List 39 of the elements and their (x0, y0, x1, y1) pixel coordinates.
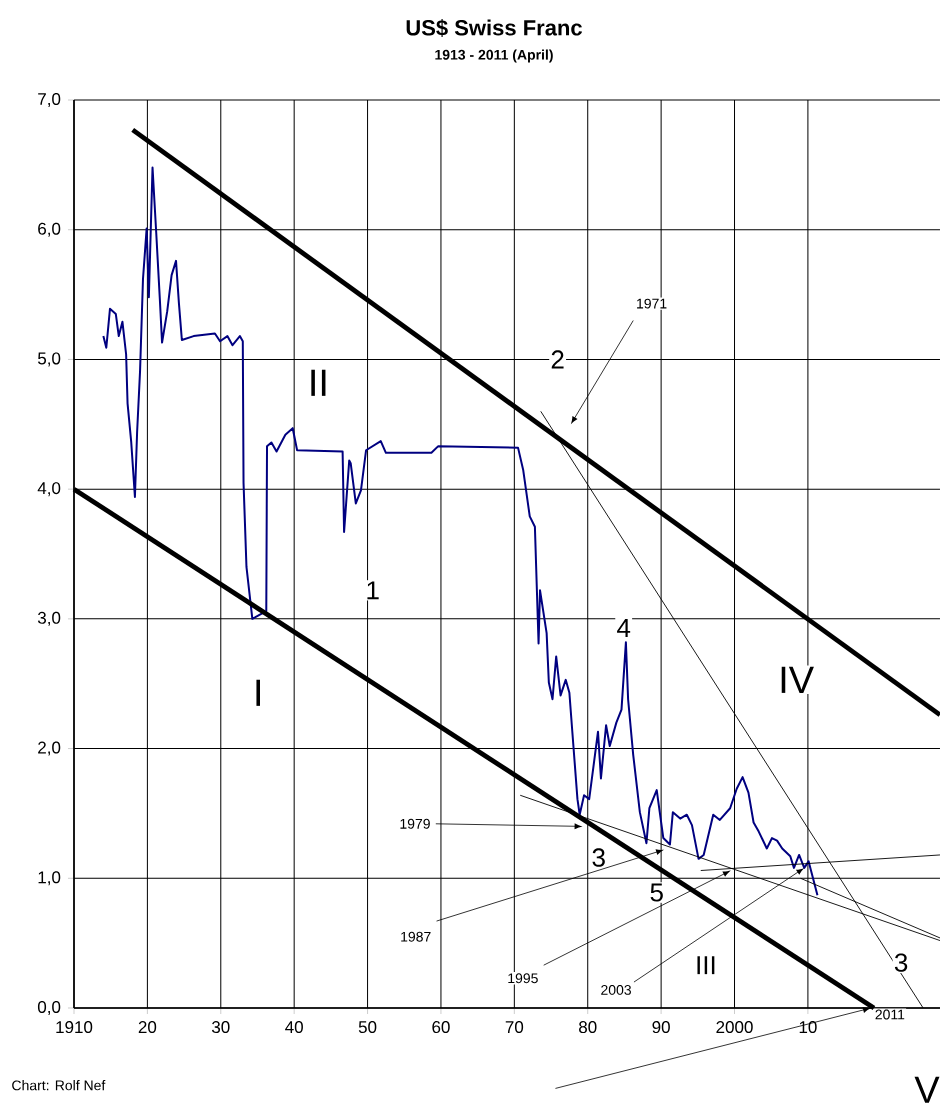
annotation: 5 (650, 883, 663, 902)
x-tick-label: 60 (432, 1021, 450, 1034)
x-tick-label: 80 (579, 1021, 597, 1034)
x-tick-label: 40 (285, 1021, 303, 1034)
chart-title: US$ Swiss Franc (406, 19, 582, 37)
x-tick-label: 10 (799, 1021, 817, 1034)
annotation: II (311, 369, 326, 396)
x-tick-label: 30 (211, 1021, 230, 1034)
x-tick-label: 90 (652, 1021, 670, 1034)
y-tick-label: 2,0 (38, 741, 61, 756)
x-tick-label: 50 (358, 1021, 377, 1034)
chart-subtitle: 1913 - 2011 (April) (435, 49, 553, 63)
annotation: 1987 (401, 931, 431, 942)
y-tick-label: 3,0 (37, 611, 61, 626)
annotation: 1 (367, 581, 379, 600)
x-tick-label: 2000 (716, 1021, 753, 1034)
y-tick-label: 6,0 (38, 222, 61, 237)
annotation: 2003 (601, 984, 631, 995)
annotation: 1979 (400, 818, 430, 829)
annotation: 3 (894, 953, 908, 972)
annotation: 1971 (637, 298, 667, 309)
annotation: 1995 (508, 973, 538, 984)
annotation: I (256, 679, 260, 706)
annotation: 2 (551, 350, 564, 369)
y-tick-label: 5,0 (37, 352, 61, 367)
text: 2011 (875, 1009, 905, 1020)
text: V (914, 1076, 940, 1103)
annotation: IV (781, 666, 814, 693)
annotation: III (697, 956, 715, 975)
y-tick-label: 1,0 (38, 871, 61, 886)
x-tick-label: 1910 (56, 1021, 93, 1034)
x-tick-label: 20 (138, 1021, 157, 1034)
x-tick-label: 70 (505, 1021, 524, 1034)
y-tick-label: 0,0 (37, 1000, 61, 1016)
y-tick-label: 4,0 (37, 482, 61, 497)
annotation: 3 (592, 848, 605, 867)
text: Chart: Rolf Nef (12, 1080, 106, 1091)
y-tick-label: 7,0 (38, 93, 61, 108)
annotation: 4 (617, 619, 631, 637)
